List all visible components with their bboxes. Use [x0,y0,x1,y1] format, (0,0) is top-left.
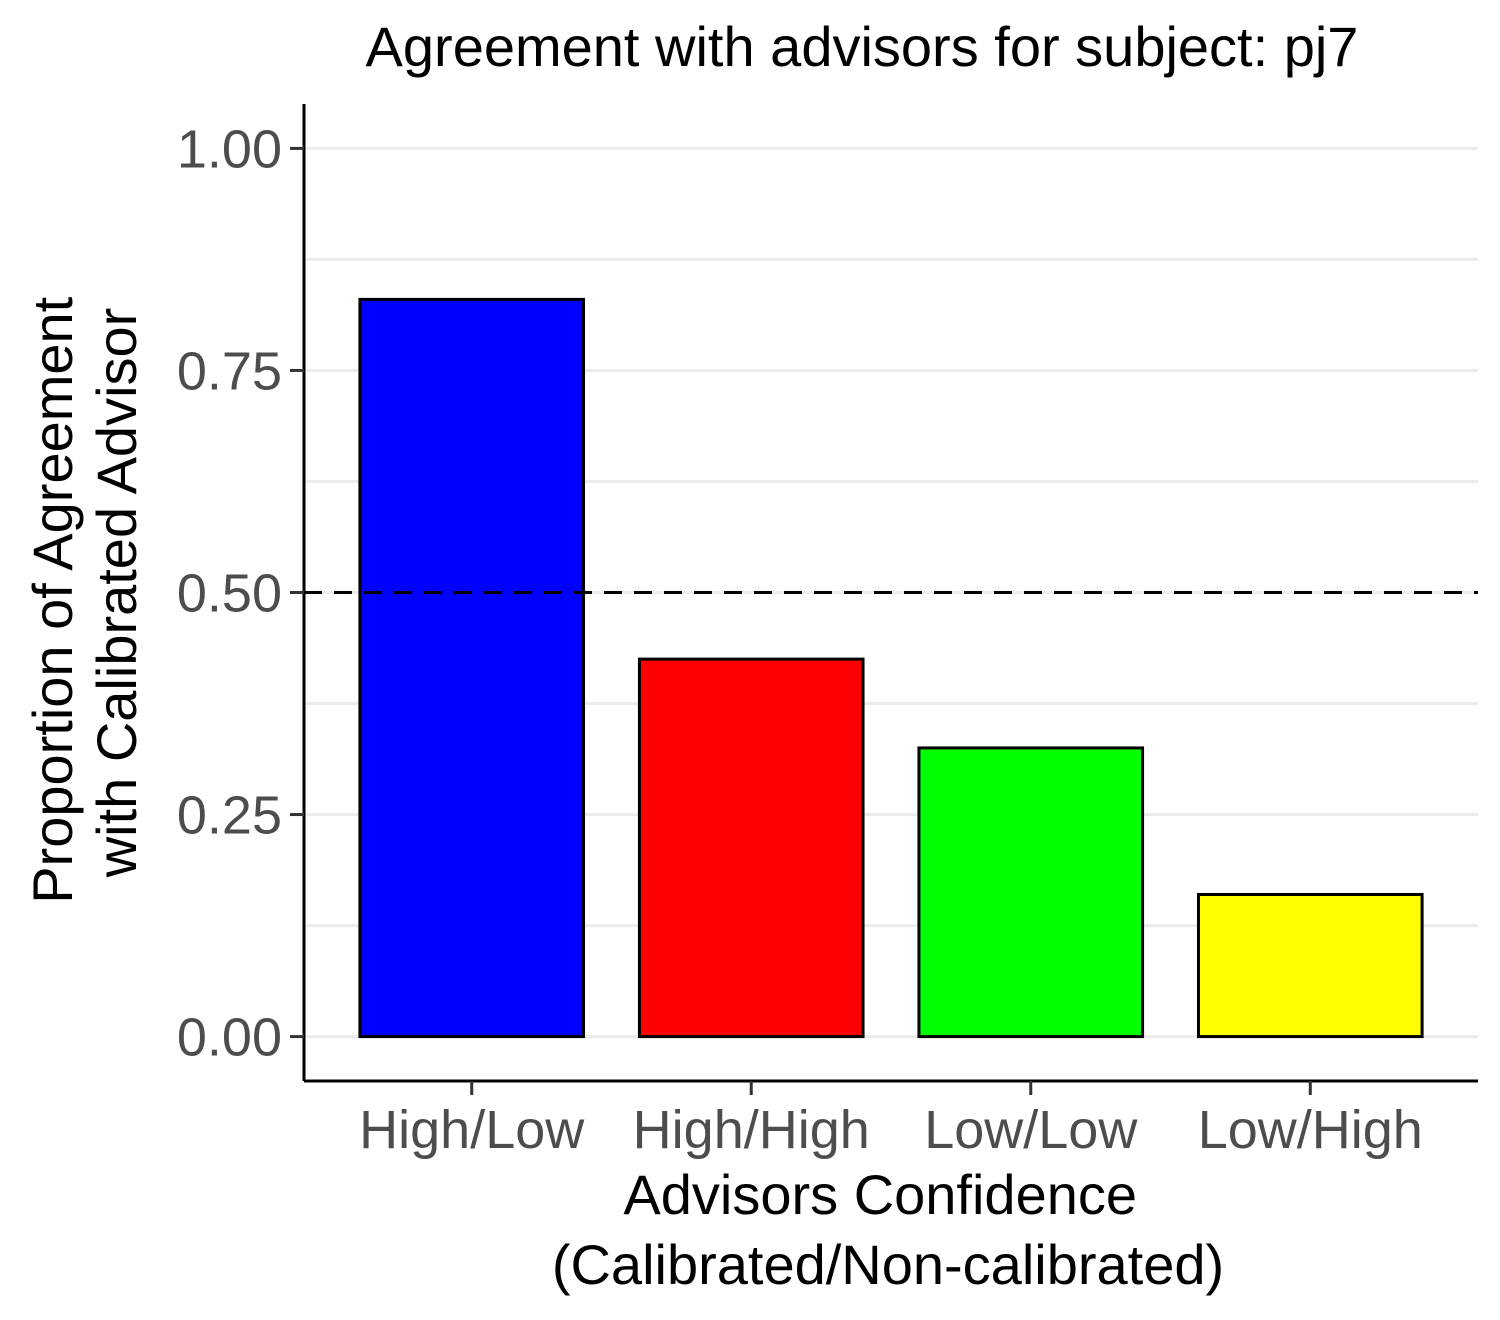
bar-high-high [637,657,865,1039]
x-tick-label: High/High [633,1100,870,1160]
y-axis-title: Proportion of Agreement with Calibrated … [21,281,148,904]
y-axis-title-line-2: with Calibrated Advisor [85,308,148,879]
bars [358,297,1424,1039]
x-axis-title-line-1: Advisors Confidence [623,1163,1137,1226]
y-tick-label: 0.50 [177,564,282,624]
y-tick-label: 0.25 [177,786,282,846]
x-tick-label: Low/High [1198,1100,1423,1160]
y-tick-label: 0.75 [177,341,282,401]
chart-title: Agreement with advisors for subject: pj7 [366,15,1359,78]
bar-low-high [1196,892,1424,1039]
bar-low-low [917,746,1145,1039]
y-tick-label: 0.00 [177,1008,282,1068]
y-axis-title-line-1: Proportion of Agreement [21,296,84,903]
x-tick-label: Low/Low [924,1100,1138,1160]
y-tick-label: 1.00 [177,119,282,179]
x-axis-title-line-2: (Calibrated/Non-calibrated) [552,1233,1224,1296]
x-tick-label: High/Low [359,1100,585,1160]
tick-labels: 0.00 0.25 0.50 0.75 1.00 High/Low High/High Low… [177,119,1423,1160]
bar-high-low [358,297,586,1039]
x-axis-title: Advisors Confidence (Calibrated/Non-cali… [552,1163,1224,1296]
